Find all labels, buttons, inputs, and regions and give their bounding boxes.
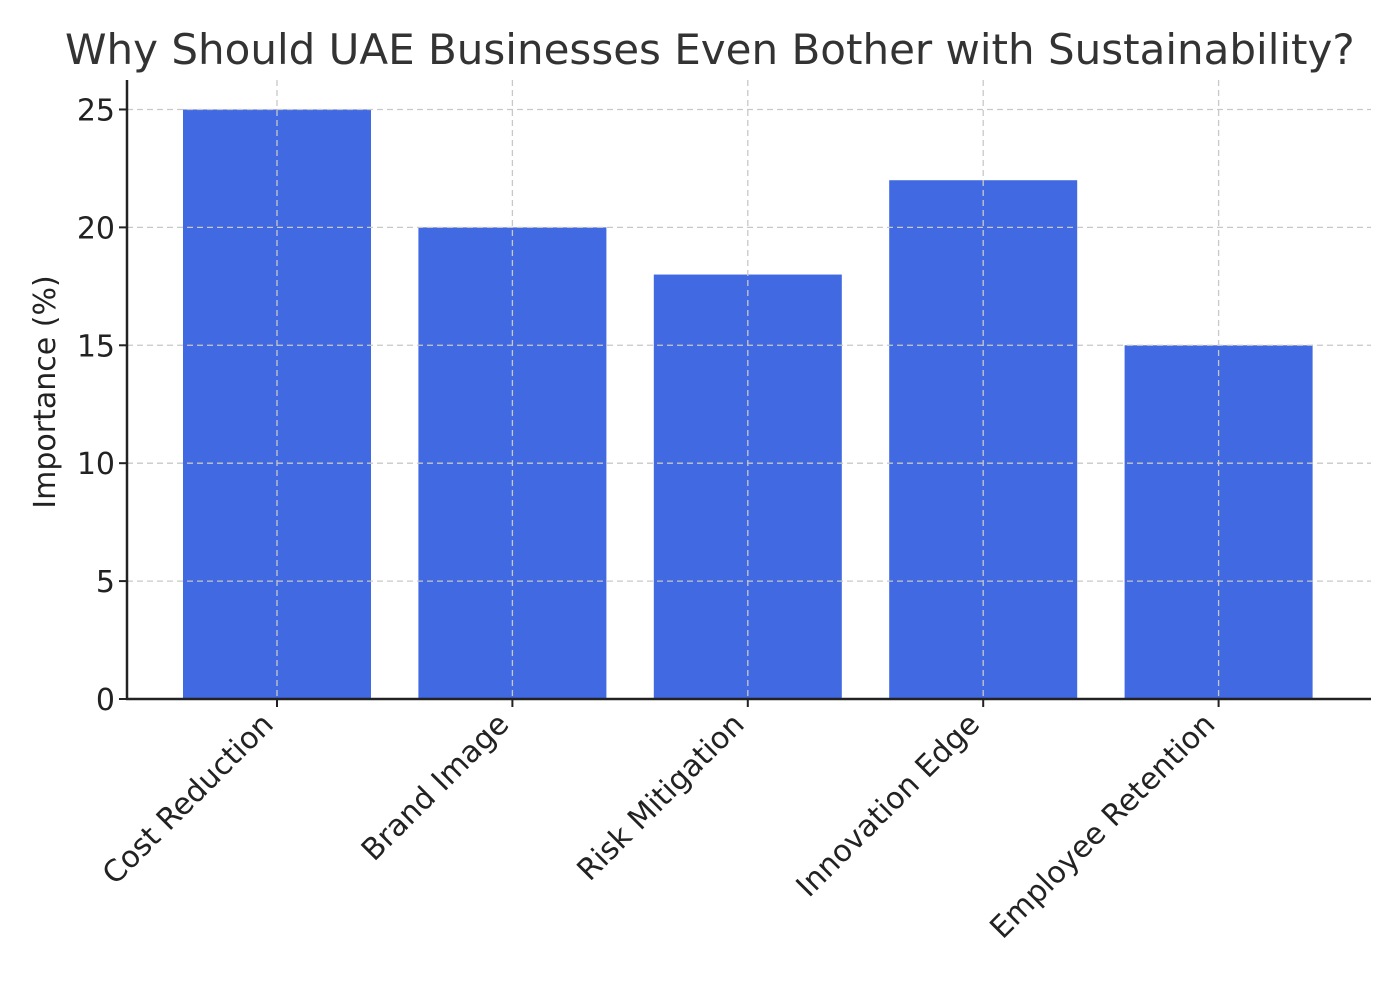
y-tick-label: 15 [77,329,115,364]
grid-lines [127,80,1371,699]
y-tick-label: 25 [77,93,115,128]
x-tick-label: Innovation Edge [790,707,987,904]
y-axis-label: Importance (%) [28,275,63,508]
y-tick-label: 20 [77,211,115,246]
x-tick-label: Employee Retention [983,707,1222,946]
chart-title: Why Should UAE Businesses Even Bother wi… [65,25,1355,74]
x-tick-label: Cost Reduction [96,707,281,892]
x-tick-label: Brand Image [355,707,516,868]
y-tick-label: 5 [96,565,115,600]
y-tick-label: 0 [96,683,115,718]
y-tick-label: 10 [77,447,115,482]
x-tick-label: Risk Mitigation [570,707,751,888]
